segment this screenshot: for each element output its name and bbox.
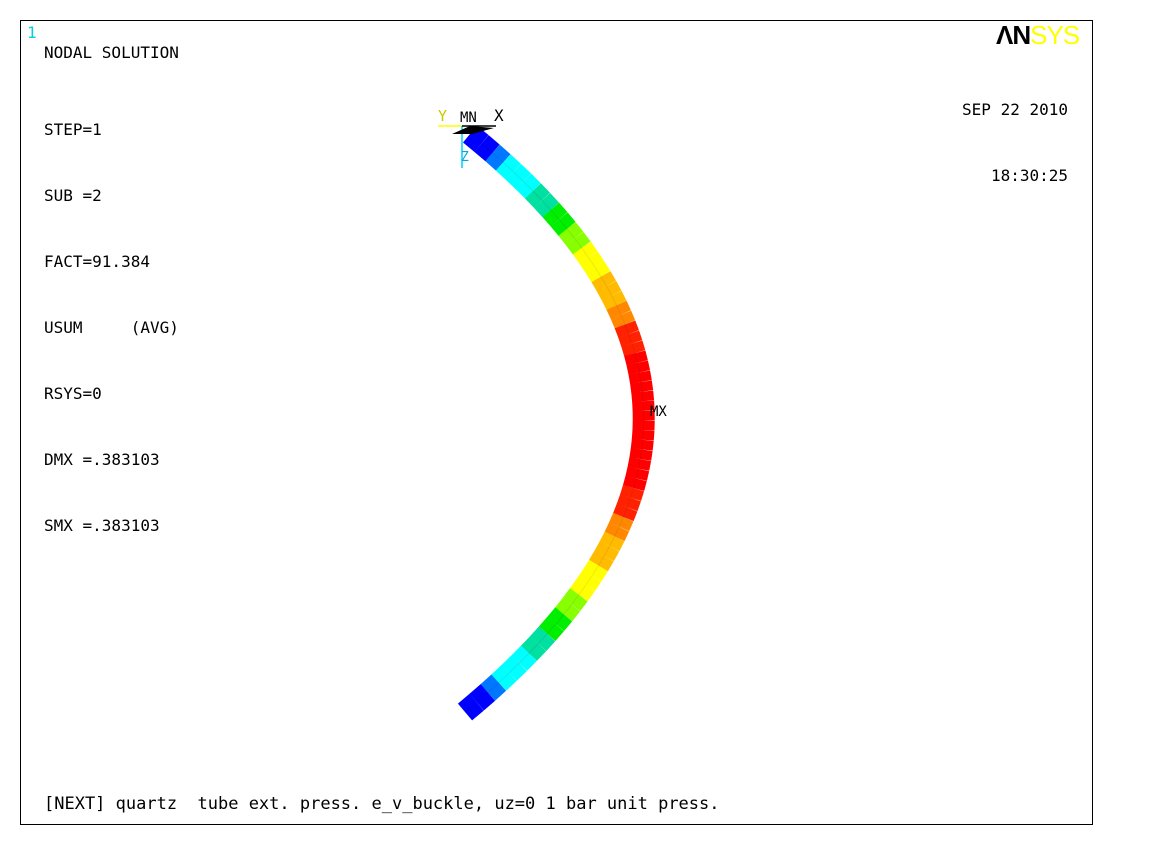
- tube-segment: [614, 320, 639, 338]
- tube-segment: [606, 300, 631, 320]
- info-usum: USUM (AVG): [44, 318, 179, 337]
- window-number: 1: [27, 23, 37, 42]
- tube-segment: [616, 494, 641, 512]
- info-sub: SUB =2: [44, 186, 102, 205]
- triad-y-label: Y: [438, 107, 447, 125]
- tube-segment: [596, 280, 622, 301]
- tube-segment: [591, 271, 617, 292]
- ansys-logo: ΛNSYS: [996, 20, 1080, 50]
- tube-segment: [601, 290, 627, 311]
- tube-segment: [462, 125, 489, 152]
- tube-segment: [621, 340, 646, 357]
- tube-segment: [495, 154, 521, 181]
- logo-sys: SYS: [1030, 20, 1080, 50]
- info-smx: SMX =.383103: [44, 516, 160, 535]
- tube-segment: [609, 512, 634, 532]
- tube-segment: [511, 645, 537, 671]
- plot-caption: [NEXT] quartz tube ext. press. e_v_buckl…: [44, 794, 720, 814]
- tube-segment: [585, 261, 611, 283]
- tube-segment: [569, 578, 595, 602]
- tube-segment: [525, 183, 551, 209]
- tube-segment: [613, 503, 638, 522]
- tube-segment: [599, 531, 625, 552]
- timestamp-time: 18:30:25: [990, 166, 1068, 185]
- tube-segment: [630, 438, 654, 451]
- tube-segment: [520, 635, 547, 661]
- tube-segment: [480, 674, 507, 701]
- info-step: STEP=1: [44, 120, 102, 139]
- coordinate-triad: Y MN X Z: [438, 106, 504, 168]
- tube-segment: [515, 173, 541, 199]
- tube-segment: [576, 569, 602, 592]
- tube-contour: [457, 125, 655, 721]
- tube-segment: [582, 559, 608, 582]
- tube-segment: [474, 135, 500, 162]
- tube-segment: [625, 466, 650, 481]
- logo-an: ΛN: [996, 20, 1031, 50]
- tube-segment: [588, 550, 614, 572]
- tube-segment: [558, 222, 584, 246]
- tube-segment: [555, 597, 581, 622]
- tube-segment: [630, 380, 654, 394]
- min-label: MN: [460, 110, 477, 126]
- triad-x-label: X: [494, 106, 504, 125]
- tube-segment: [618, 330, 643, 348]
- tube-segment: [624, 350, 648, 366]
- tube-segment: [631, 429, 655, 441]
- tube-centerline: [464, 133, 645, 713]
- graphics-window-frame: [20, 20, 1093, 825]
- tube-segment: [491, 664, 517, 691]
- tube-segment: [626, 360, 651, 375]
- tube-segment: [505, 163, 532, 190]
- tube-segment: [604, 522, 630, 542]
- tube-segment: [565, 231, 591, 255]
- max-label: MX: [650, 404, 667, 420]
- tube-segment: [533, 192, 559, 218]
- tube-segment: [457, 693, 484, 721]
- timestamp: SEP 22 2010 18:30:25: [962, 55, 1068, 209]
- min-marker-icon: [452, 126, 494, 134]
- tube-segment: [629, 447, 653, 461]
- tube-segment: [622, 475, 647, 491]
- tube-segment: [610, 310, 636, 329]
- tube-segment: [594, 540, 620, 562]
- tube-segment: [538, 616, 564, 642]
- tube-segment: [562, 588, 588, 612]
- tube-segment: [627, 457, 652, 471]
- tube-segment: [572, 241, 598, 264]
- tube-segment: [620, 484, 645, 502]
- tube-segment: [485, 144, 511, 171]
- tube-segment: [550, 212, 576, 236]
- tube-segment: [542, 202, 568, 227]
- info-fact: FACT=91.384: [44, 252, 150, 271]
- tube-segment: [501, 655, 527, 681]
- tube-segment: [469, 684, 496, 711]
- solution-info: STEP=1 SUB =2 FACT=91.384 USUM (AVG) RSY…: [44, 75, 179, 559]
- solution-title: NODAL SOLUTION: [44, 43, 179, 62]
- tube-segment: [632, 400, 655, 412]
- timestamp-date: SEP 22 2010: [962, 100, 1068, 119]
- triad-z-label: Z: [461, 150, 469, 165]
- tube-segment: [579, 251, 605, 274]
- tube-segment: [547, 607, 573, 632]
- tube-segment: [631, 390, 655, 403]
- info-rsys: RSYS=0: [44, 384, 102, 403]
- info-dmx: DMX =.383103: [44, 450, 160, 469]
- tube-segment: [628, 370, 652, 384]
- tube-segment: [530, 626, 556, 651]
